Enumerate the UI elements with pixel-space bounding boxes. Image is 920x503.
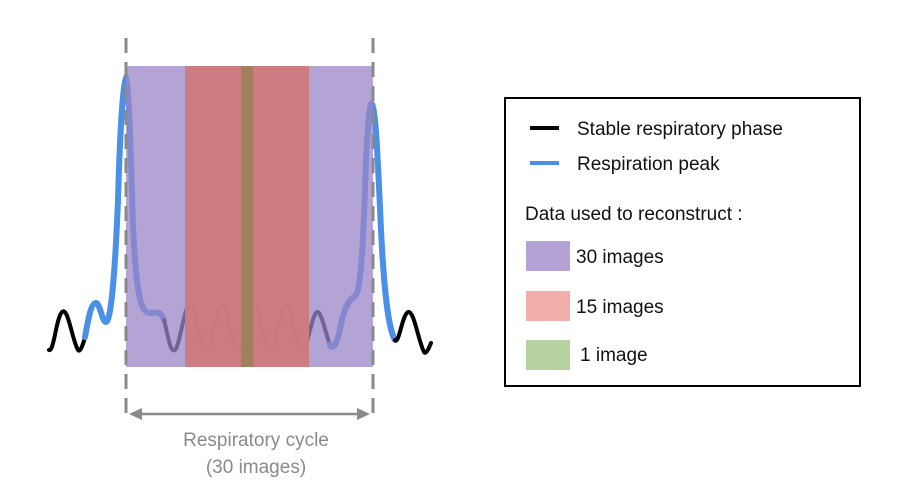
cycle-label-line2: (30 images) [206,457,306,478]
band-1-image [241,66,253,367]
arrow-left-head [129,408,142,420]
reconstruction-bands [126,66,373,367]
legend: Stable respiratory phase Respiration pea… [504,97,861,387]
legend-stable-label: Stable respiratory phase [577,119,783,140]
legend-heading: Data used to reconstruct : [525,204,743,225]
legend-30-images-label: 30 images [576,247,664,268]
legend-15-images-swatch [526,291,570,321]
cycle-span-arrow [129,408,370,420]
arrow-right-head [357,408,370,420]
legend-15-images-label: 15 images [576,297,664,318]
legend-1-image-swatch [526,340,570,370]
cycle-boundaries [124,38,375,418]
legend-30-images-swatch [526,241,570,271]
stable-phase-right-segment [393,310,433,355]
legend-1-image-label: 1 image [580,345,648,366]
cycle-label-line1: Respiratory cycle [183,430,329,451]
legend-peak-label: Respiration peak [577,154,720,175]
stable-phase-left-segment [47,309,87,353]
